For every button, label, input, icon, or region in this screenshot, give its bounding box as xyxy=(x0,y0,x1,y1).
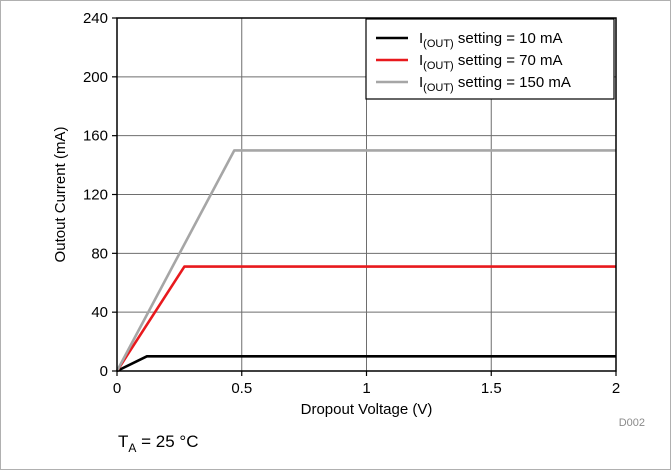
x-tick-label: 2 xyxy=(612,380,620,397)
legend-label-3: I(OUT) setting = 150 mA xyxy=(419,74,571,94)
x-axis-label: Dropout Voltage (V) xyxy=(301,401,433,418)
legend: I(OUT) setting = 10 mAI(OUT) setting = 7… xyxy=(365,18,615,100)
x-tick-label: 1 xyxy=(362,380,370,397)
legend-label-2: I(OUT) setting = 70 mA xyxy=(419,52,563,72)
series-line-3 xyxy=(115,149,616,372)
x-tick-label: 0.5 xyxy=(231,380,252,397)
series-layer xyxy=(115,149,616,373)
series-line-1 xyxy=(116,354,616,373)
figure-id: D002 xyxy=(619,417,645,429)
y-axis-label: Outout Current (mA) xyxy=(52,127,69,263)
series-line-2 xyxy=(115,265,616,372)
temperature-annotation: TA = 25 °C xyxy=(118,432,199,455)
y-tick-label: 240 xyxy=(83,10,108,27)
x-tick-label: 1.5 xyxy=(481,380,502,397)
annotation-rest: = 25 °C xyxy=(136,432,198,451)
y-tick-label: 200 xyxy=(83,69,108,86)
y-tick-label: 0 xyxy=(100,363,108,380)
annotation-main: T xyxy=(118,432,128,451)
y-tick-label: 160 xyxy=(83,128,108,145)
y-tick-label: 40 xyxy=(91,304,108,321)
tick-layer: 0 0.5 1 1.5 2 0 40 80 120 160 200 240 xyxy=(83,10,620,397)
y-tick-label: 120 xyxy=(83,187,108,204)
legend-label-1: I(OUT) setting = 10 mA xyxy=(419,30,563,50)
y-tick-label: 80 xyxy=(91,245,108,262)
x-tick-label: 0 xyxy=(113,380,121,397)
annotation-sub: A xyxy=(128,441,136,455)
